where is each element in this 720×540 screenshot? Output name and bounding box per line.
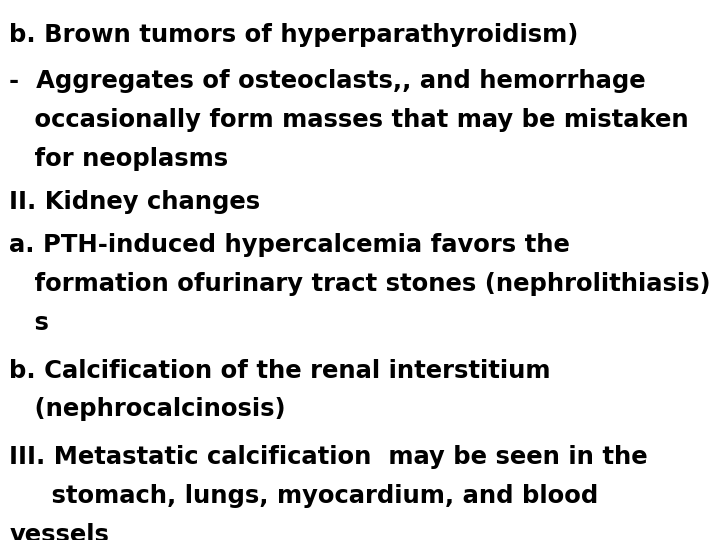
Text: stomach, lungs, myocardium, and blood: stomach, lungs, myocardium, and blood [9, 484, 598, 508]
Text: (nephrocalcinosis): (nephrocalcinosis) [9, 397, 286, 421]
Text: -  Aggregates of osteoclasts,, and hemorrhage: - Aggregates of osteoclasts,, and hemorr… [9, 69, 646, 93]
Text: a. PTH-induced hypercalcemia favors the: a. PTH-induced hypercalcemia favors the [9, 233, 570, 257]
Text: III. Metastatic calcification  may be seen in the: III. Metastatic calcification may be see… [9, 445, 648, 469]
Text: b. Calcification of the renal interstitium: b. Calcification of the renal interstiti… [9, 359, 551, 382]
Text: occasionally form masses that may be mistaken: occasionally form masses that may be mis… [9, 108, 689, 132]
Text: formation ofurinary tract stones (nephrolithiasis): formation ofurinary tract stones (nephro… [9, 272, 711, 296]
Text: s: s [9, 311, 49, 335]
Text: vessels: vessels [9, 523, 109, 540]
Text: for neoplasms: for neoplasms [9, 147, 228, 171]
Text: b. Brown tumors of hyperparathyroidism): b. Brown tumors of hyperparathyroidism) [9, 23, 579, 46]
Text: II. Kidney changes: II. Kidney changes [9, 190, 261, 214]
